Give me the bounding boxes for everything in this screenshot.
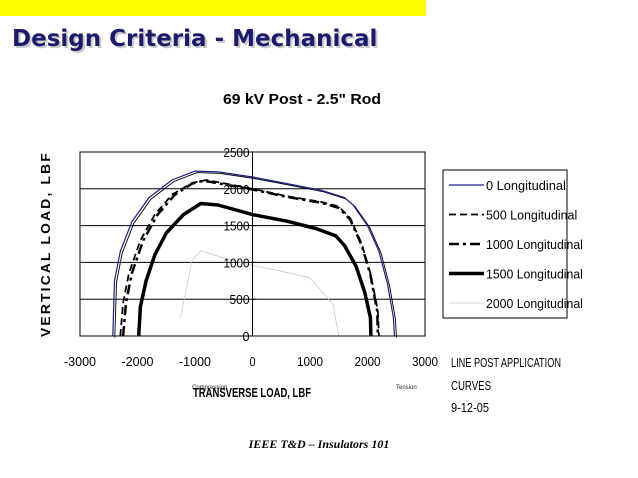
series-0-longitudinal-shadow-line (114, 172, 397, 338)
legend: 0 Longitudinal 500 Longitudinal 1000 Longi… (442, 169, 583, 319)
slide-title: Design Criteria - Mechanical (12, 26, 378, 52)
y-tick-label-1500: 1500 (224, 220, 250, 234)
side-note-line-1: LINE POST APPLICATION (451, 355, 561, 370)
title-accent-bar (0, 0, 426, 16)
y-tick-label-2000: 2000 (224, 183, 250, 197)
legend-label-0: 0 Longitudinal (486, 179, 566, 193)
x-tick-label-1000: 1000 (297, 354, 323, 369)
series-line-2000-longitudinal (180, 250, 340, 337)
series-line-1500-longitudinal (136, 201, 373, 337)
x-tick-label--2000: -2000 (122, 354, 154, 369)
y-tick-label-500: 500 (230, 293, 250, 307)
x-tick-label-2000: 2000 (355, 354, 381, 369)
series-line-500-longitudinal (119, 179, 380, 337)
legend-label-4: 2000 Longitudinal (486, 297, 583, 311)
x-tick-label--1000: -1000 (179, 354, 211, 369)
side-note-line-3: 9-12-05 (451, 400, 489, 415)
y-axis-label: VERTICAL LOAD, LBF (39, 151, 53, 337)
side-note-line-2: CURVES (451, 378, 491, 393)
series-line-1000-longitudinal (121, 179, 380, 337)
x-tick-label-0: 0 (250, 354, 256, 369)
y-tick-label-2500: 2500 (224, 146, 250, 160)
tension-annotation: Tension (396, 385, 417, 391)
slide-footer: IEEE T&D – Insulators 101 (248, 437, 390, 451)
series-line-0-longitudinal (112, 170, 396, 337)
compression-annotation: Compression (192, 385, 227, 391)
legend-label-3: 1500 Longitudinal (486, 268, 583, 282)
x-tick-label--3000: -3000 (64, 354, 96, 369)
axes (79, 151, 426, 337)
chart-title: 69 kV Post - 2.5" Rod (223, 91, 381, 108)
series-group (112, 170, 397, 338)
tick-labels: 0 500 1000 1500 2000 2500 -3000 -2000 -1000 0 1000… (64, 146, 438, 369)
y-tick-label-0: 0 (243, 330, 250, 344)
x-tick-label-3000: 3000 (412, 354, 438, 369)
x-axis-label: TRANSVERSE LOAD, LBF (193, 385, 311, 400)
y-tick-label-1000: 1000 (224, 256, 250, 270)
legend-label-1: 500 Longitudinal (486, 209, 577, 223)
legend-label-2: 1000 Longitudinal (486, 238, 583, 252)
